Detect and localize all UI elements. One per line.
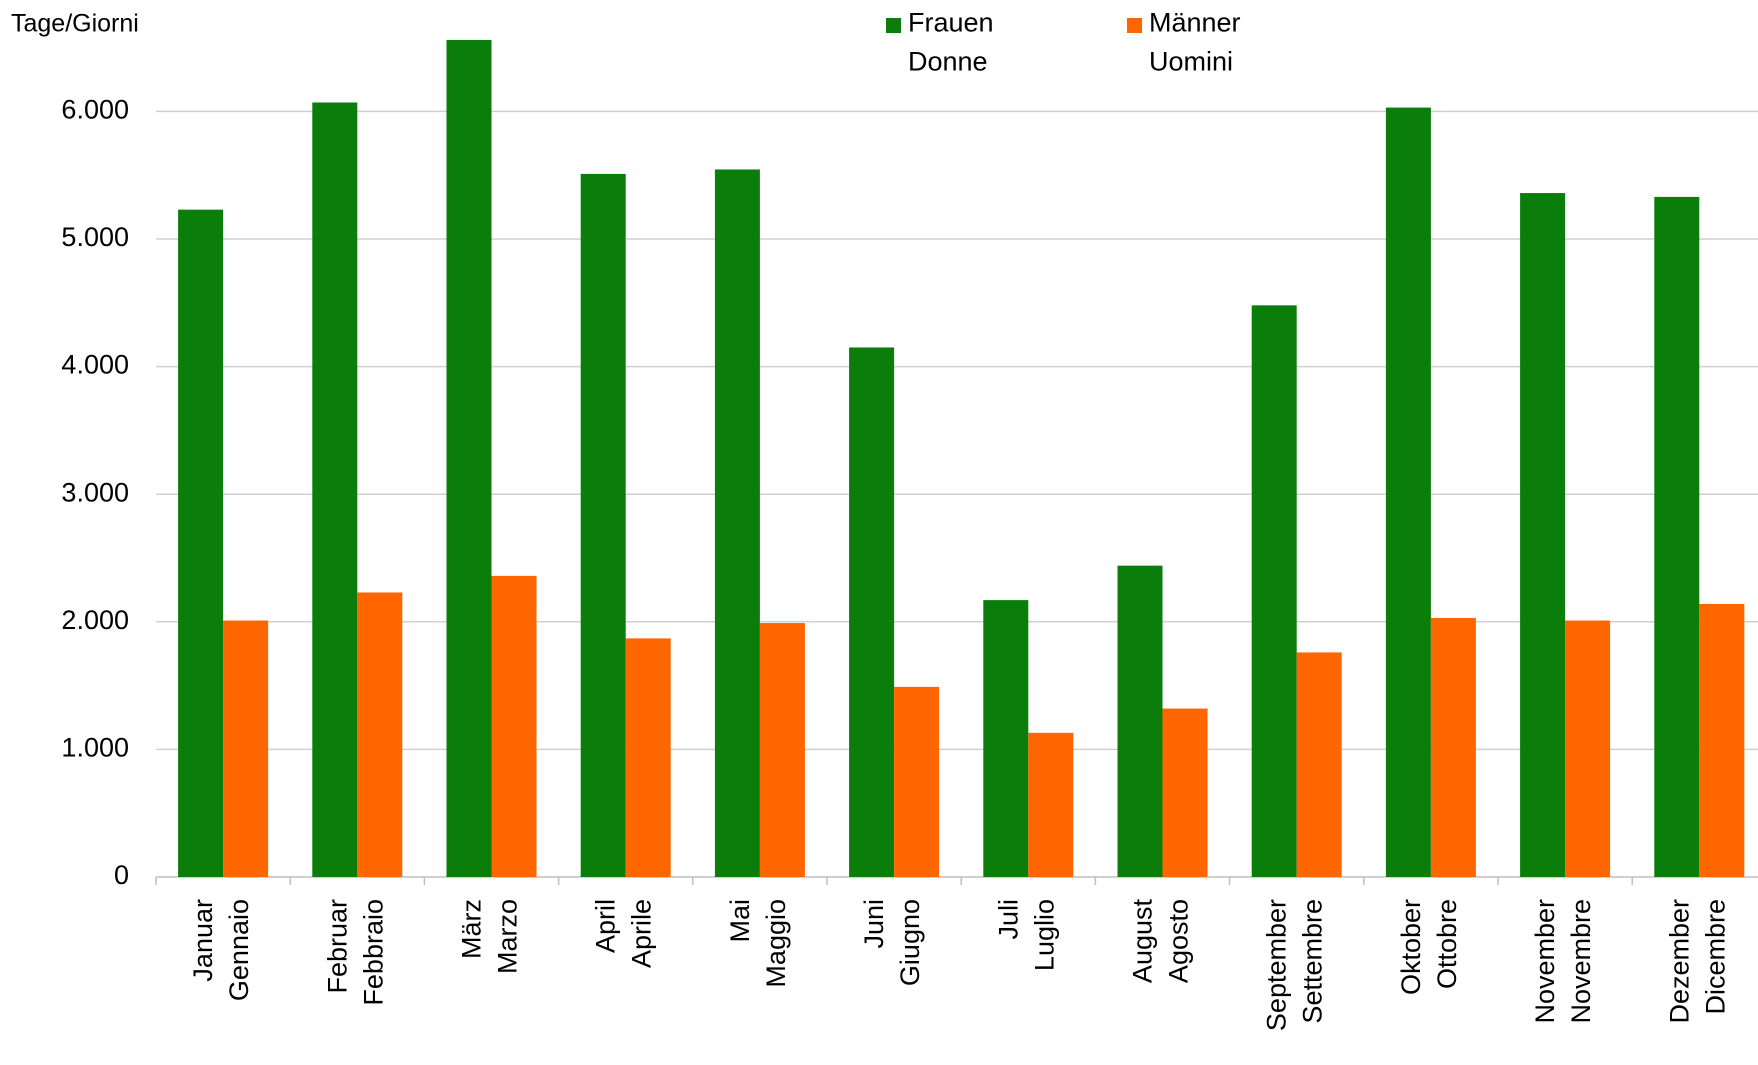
bar <box>1385 107 1431 877</box>
bar <box>625 638 671 877</box>
bar <box>983 600 1029 877</box>
bar <box>223 620 269 877</box>
bar <box>357 592 403 877</box>
x-tick-label: Januar Gennaio <box>188 899 254 1001</box>
x-tick-label: Februar Febbraio <box>322 899 388 1006</box>
bar <box>312 102 358 877</box>
legend-swatch <box>1127 18 1142 33</box>
bar <box>1117 565 1163 877</box>
x-tick-label: März Marzo <box>457 899 523 974</box>
y-tick-label: 6.000 <box>61 95 129 125</box>
y-tick-label: 3.000 <box>61 477 129 507</box>
x-tick-label: August Agosto <box>1128 899 1194 984</box>
bar <box>894 686 940 877</box>
legend-label: Frauen Donne <box>908 8 994 77</box>
bar <box>1162 708 1208 877</box>
bar <box>491 575 537 877</box>
y-tick-label: 0 <box>114 860 129 890</box>
legend-swatch <box>886 18 901 33</box>
legend-label: Männer Uomini <box>1149 8 1241 77</box>
x-tick-label: April Aprile <box>591 899 657 968</box>
bar <box>849 347 895 878</box>
y-tick-label: 4.000 <box>61 350 129 380</box>
y-tick-label: 2.000 <box>61 605 129 635</box>
y-axis-label: Tage/Giorni <box>11 10 139 38</box>
bar <box>1251 305 1297 877</box>
y-tick-label: 1.000 <box>61 733 129 763</box>
bar <box>759 623 805 877</box>
y-tick-label: 5.000 <box>61 222 129 252</box>
x-tick-label: Dezember Dicembre <box>1664 899 1730 1024</box>
bar <box>1028 732 1074 877</box>
bar <box>714 169 760 877</box>
x-tick-label: September Settembre <box>1262 899 1328 1031</box>
x-tick-label: November Novembre <box>1530 899 1596 1024</box>
bar <box>1520 193 1566 878</box>
bar <box>1296 652 1342 877</box>
bar <box>1699 603 1745 877</box>
bar <box>1654 196 1700 878</box>
x-tick-label: Mai Maggio <box>725 899 791 988</box>
bar <box>178 209 224 878</box>
bar <box>580 173 626 877</box>
bar <box>1565 620 1611 877</box>
bar <box>1430 617 1476 877</box>
x-tick-label: Juni Giugno <box>859 899 925 986</box>
x-tick-label: Oktober Ottobre <box>1396 899 1462 995</box>
bar <box>446 39 492 878</box>
x-tick-label: Juli Luglio <box>993 899 1059 971</box>
